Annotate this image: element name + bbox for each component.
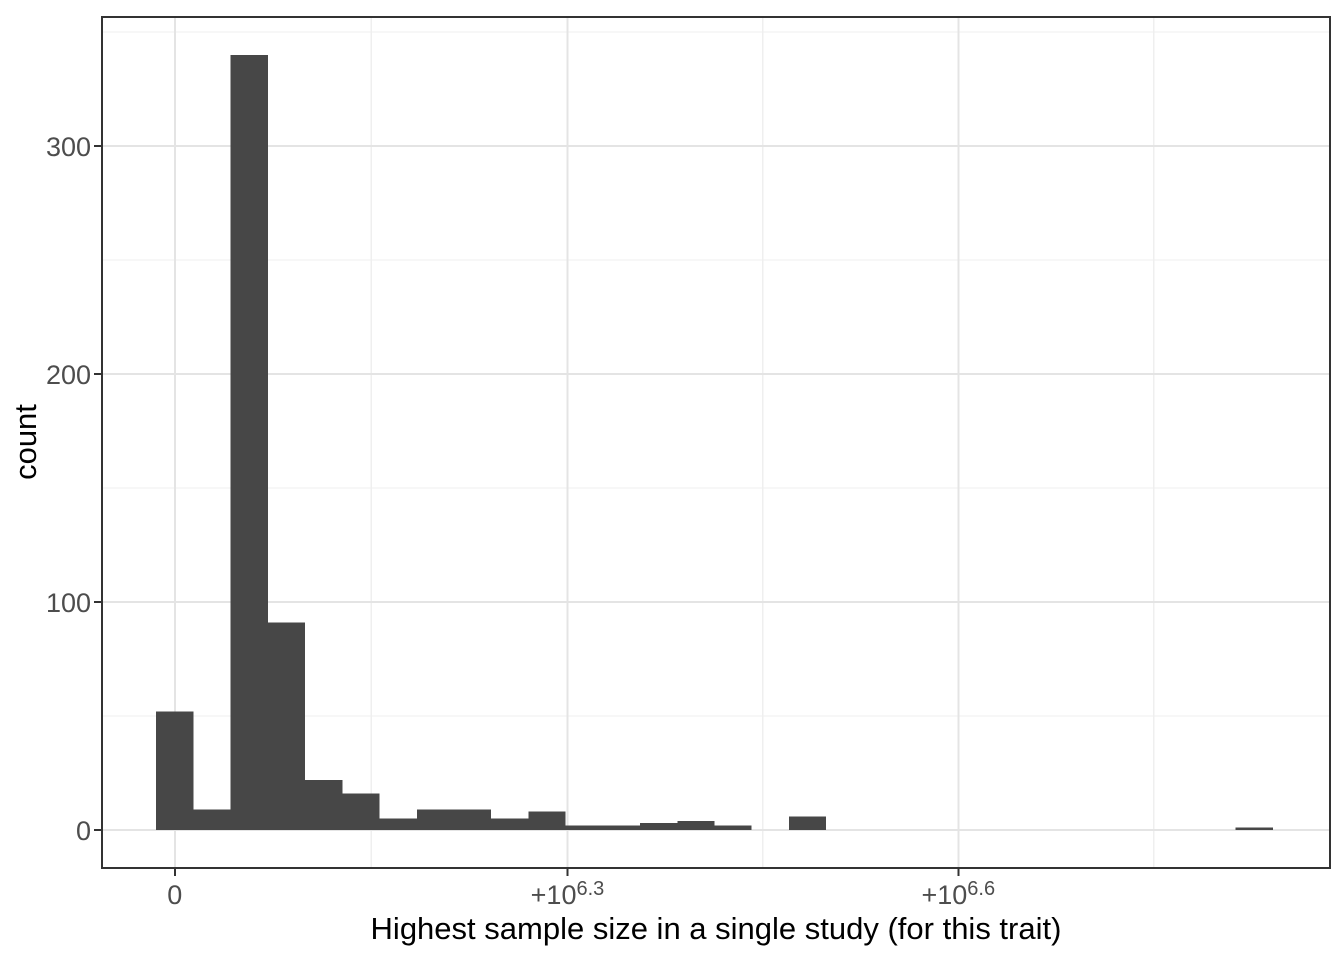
histogram-bar [416,809,454,830]
histogram-bar [342,793,380,830]
histogram-bar [156,711,194,830]
histogram-bar [230,54,268,830]
histogram-bar [788,816,827,830]
y-tick-label: 0 [76,816,91,846]
histogram-bar [267,622,306,830]
x-axis-title: Highest sample size in a single study (f… [371,911,1062,946]
histogram-bar [305,779,343,830]
histogram-bar [714,825,752,830]
y-tick-label: 200 [46,360,91,390]
histogram-bar [677,820,715,830]
histogram-bar [193,809,231,830]
histogram-bar [491,818,529,830]
histogram-bar [1235,827,1273,830]
x-tick-label: 0 [167,880,182,910]
panel-background [102,17,1330,868]
y-tick-label: 100 [46,588,91,618]
x-tick-label: +106.3 [531,878,605,910]
histogram-bar [528,811,566,830]
histogram-bar [602,825,641,830]
chart-layer: 0 +106.3 +106.6 0 100 200 300 [46,16,1331,910]
panel-border [101,16,1331,869]
y-axis-title: count [8,404,43,480]
histogram-bar [453,809,492,830]
histogram-bar [379,818,417,830]
y-tick-label: 300 [46,132,91,162]
histogram-bar [640,823,678,830]
histogram-bar [565,825,603,830]
x-tick-label: +106.6 [921,878,995,910]
